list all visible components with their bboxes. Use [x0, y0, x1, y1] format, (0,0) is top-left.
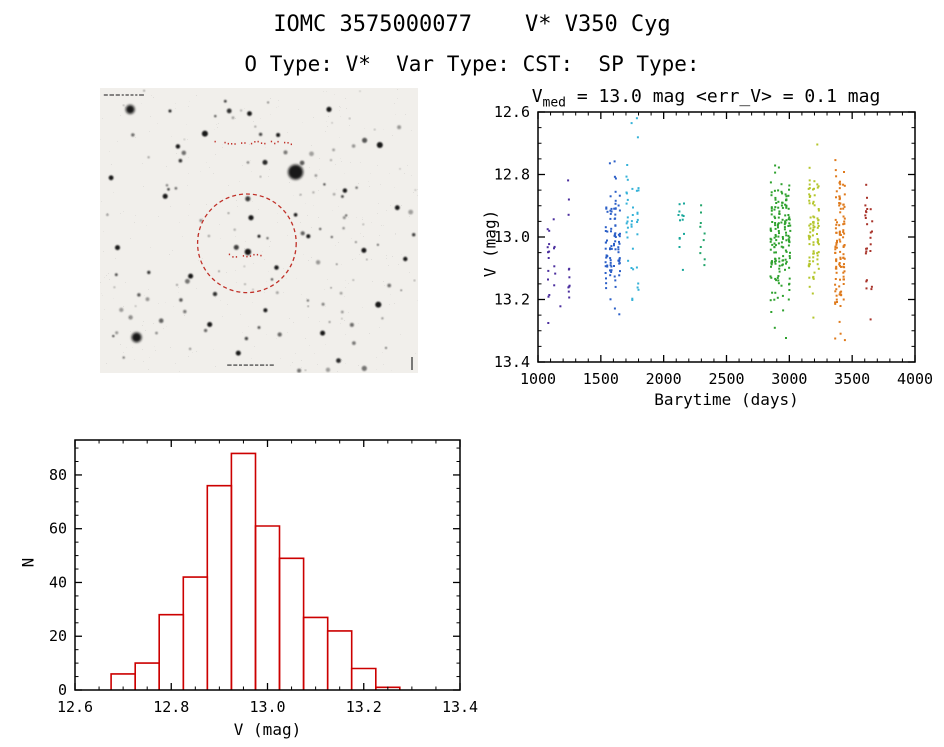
svg-text:3000: 3000: [771, 370, 807, 388]
svg-text:40: 40: [49, 573, 67, 591]
svg-text:13.4: 13.4: [494, 353, 530, 371]
lightcurve-ylabel: V (mag): [480, 209, 500, 278]
svg-text:13.0: 13.0: [494, 228, 530, 246]
page-subtitle: O Type: V* Var Type: CST: SP Type:: [244, 52, 700, 76]
vmed-symbol: V: [531, 86, 543, 107]
histogram-canvas: 12.6 12.8 13.0 13.2 13.4 0 20 40 60 80: [49, 439, 478, 716]
svg-text:13.4: 13.4: [442, 698, 478, 716]
lightcurve-xlabel: Barytime (days): [654, 390, 799, 409]
svg-text:12.6: 12.6: [494, 106, 530, 121]
vmed-subscript: med: [542, 95, 567, 111]
vmed-value-text: = 13.0 mag <err_V> = 0.1 mag: [566, 86, 881, 107]
svg-text:60: 60: [49, 520, 67, 538]
magnitude-histogram: 12.6 12.8 13.0 13.2 13.4 0 20 40 60 80 V (mag) N: [18, 428, 490, 747]
svg-text:13.2: 13.2: [494, 291, 530, 309]
svg-text:0: 0: [58, 681, 67, 699]
svg-text:2500: 2500: [708, 370, 744, 388]
svg-text:3500: 3500: [834, 370, 870, 388]
histogram-ylabel: N: [18, 557, 38, 568]
svg-text:20: 20: [49, 627, 67, 645]
svg-text:13.0: 13.0: [249, 698, 285, 716]
svg-text:80: 80: [49, 466, 67, 484]
svg-text:1500: 1500: [583, 370, 619, 388]
finding-chart: [100, 88, 418, 373]
svg-text:12.6: 12.6: [57, 698, 93, 716]
lightcurve-canvas: 1000 1500 2000 2500 3000 3500 4000 12.6 12.8 13.0…: [494, 106, 933, 388]
svg-text:4000: 4000: [897, 370, 933, 388]
starfield-image: [100, 88, 418, 373]
svg-text:2000: 2000: [646, 370, 682, 388]
svg-text:12.8: 12.8: [153, 698, 189, 716]
page-title: IOMC 3575000077 V* V350 Cyg: [273, 12, 671, 37]
svg-text:1000: 1000: [520, 370, 556, 388]
histogram-xlabel: V (mag): [233, 720, 302, 739]
svg-text:13.2: 13.2: [346, 698, 382, 716]
lightcurve-plot: Vmed = 13.0 mag <err_V> = 0.1 mag 1000 15…: [468, 86, 944, 422]
lightcurve-title: Vmed = 13.0 mag <err_V> = 0.1 mag: [478, 86, 934, 111]
svg-text:12.8: 12.8: [494, 166, 530, 184]
